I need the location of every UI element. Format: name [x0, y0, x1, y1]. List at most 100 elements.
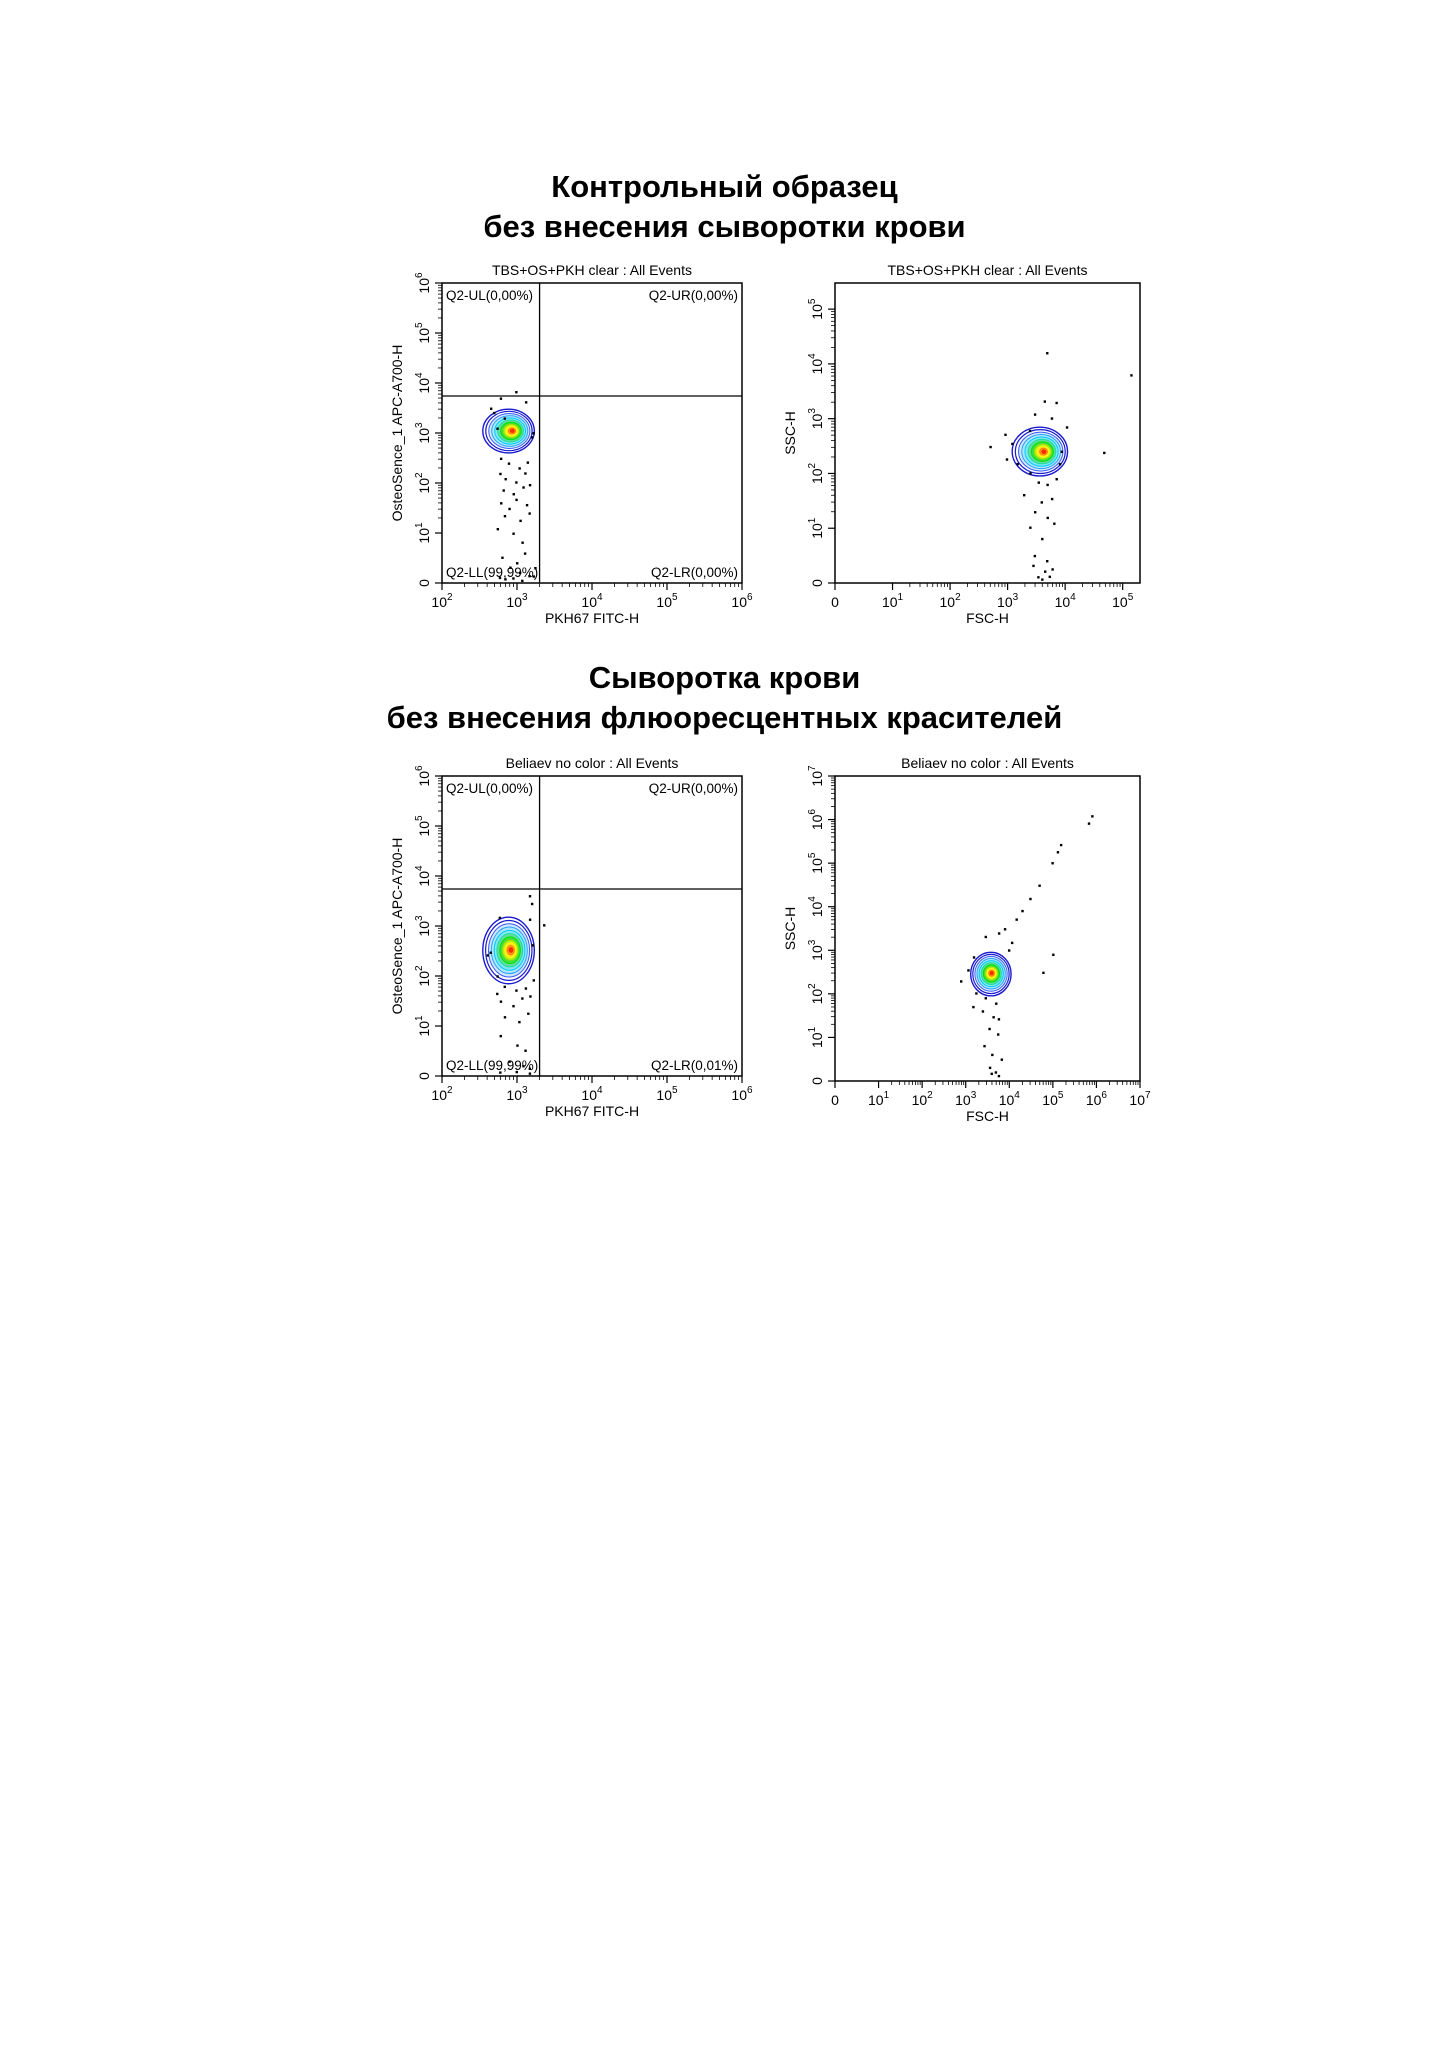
event-point — [990, 1072, 993, 1076]
event-point — [515, 481, 518, 484]
x-tick-exponent: 4 — [1014, 1090, 1020, 1101]
y-tick-label: 0 — [809, 1077, 825, 1085]
y-tick-label: 105 — [414, 322, 432, 344]
y-tick-label: 101 — [414, 1015, 432, 1037]
event-point — [1034, 511, 1037, 514]
x-axis-label: FSC-H — [966, 1108, 1009, 1124]
event-point — [989, 445, 992, 449]
y-tick-label: 104 — [414, 865, 432, 887]
event-point — [509, 566, 512, 569]
x-tick-exponent: 3 — [971, 1090, 977, 1101]
y-tick-exponent: 3 — [414, 915, 425, 921]
event-point — [515, 498, 518, 502]
event-point — [534, 567, 537, 570]
chart-title: TBS+OS+PKH clear : All Events — [888, 262, 1088, 278]
y-tick-label: 104 — [414, 372, 432, 394]
x-tick-label: 103 — [506, 592, 528, 610]
quadrant-label-top-right: Q2-UR(0,00%) — [649, 781, 738, 796]
density-contour — [485, 919, 533, 981]
x-tick-exponent: 5 — [672, 592, 678, 603]
event-point — [1033, 413, 1037, 416]
event-point — [1055, 401, 1058, 405]
y-tick-exponent: 1 — [807, 1026, 818, 1032]
quadrant-label-top-left: Q2-UL(0,00%) — [446, 288, 533, 303]
y-tick-exponent: 5 — [807, 852, 818, 858]
density-contour — [1041, 449, 1047, 454]
event-point — [503, 417, 507, 420]
x-tick-exponent: 2 — [447, 592, 453, 603]
y-tick-exponent: 4 — [414, 865, 425, 871]
density-contour — [969, 951, 1012, 997]
event-point — [997, 1033, 1000, 1036]
x-tick-exponent: 2 — [955, 592, 961, 603]
event-point — [1043, 400, 1047, 403]
y-tick-label: 0 — [416, 579, 432, 587]
event-point — [501, 556, 504, 559]
event-point — [512, 493, 515, 496]
x-tick-label: 104 — [581, 592, 603, 610]
x-axis-label: PKH67 FITC-H — [545, 610, 639, 626]
x-tick-label: 105 — [1112, 592, 1134, 610]
event-point — [1091, 815, 1094, 818]
event-point — [1037, 481, 1040, 484]
y-tick-exponent: 6 — [807, 809, 818, 815]
x-tick-label: 104 — [581, 1085, 603, 1103]
x-tick-exponent: 6 — [747, 1085, 753, 1096]
density-contour — [485, 410, 533, 452]
y-tick-exponent: 1 — [414, 1015, 425, 1021]
event-point — [1016, 462, 1019, 466]
event-point — [522, 486, 525, 489]
event-point — [528, 574, 531, 578]
event-point — [984, 997, 987, 1000]
event-point — [1041, 578, 1044, 581]
event-point — [1052, 953, 1055, 956]
event-point — [972, 956, 976, 959]
x-tick-exponent: 2 — [927, 1090, 933, 1101]
event-point — [521, 579, 524, 583]
chart-3: Beliaev no color : All Events 102 103 104 10… — [389, 755, 753, 1119]
y-tick-exponent: 3 — [414, 422, 425, 428]
x-tick-label: 105 — [656, 1085, 678, 1103]
event-point — [1003, 928, 1007, 931]
event-point — [516, 1044, 519, 1047]
y-tick-exponent: 2 — [414, 965, 425, 971]
density-contour — [482, 916, 535, 985]
event-point — [988, 1066, 992, 1070]
y-tick-exponent: 5 — [807, 298, 818, 304]
y-tick-exponent: 2 — [807, 983, 818, 989]
x-tick-exponent: 4 — [597, 1085, 603, 1096]
event-point — [512, 577, 515, 580]
x-tick-label: 103 — [955, 1090, 977, 1108]
event-point — [499, 397, 503, 400]
event-point — [521, 541, 524, 544]
event-point — [984, 935, 987, 939]
event-point — [528, 512, 531, 515]
event-point — [992, 1016, 995, 1019]
event-point — [524, 987, 528, 990]
chart-title: TBS+OS+PKH clear : All Events — [492, 262, 692, 278]
section-title-1-line-2: без внесения сыворотки крови — [483, 209, 966, 244]
x-tick-exponent: 1 — [898, 592, 904, 603]
y-tick-label: 102 — [414, 965, 432, 987]
chart-title: Beliaev no color : All Events — [506, 755, 679, 771]
y-tick-label: 101 — [807, 517, 825, 539]
plot-frame — [834, 775, 1141, 1082]
x-tick-label: 102 — [912, 1090, 934, 1108]
event-point — [532, 979, 535, 982]
event-point — [508, 507, 511, 511]
x-tick-label: 105 — [656, 592, 678, 610]
event-point — [997, 932, 1001, 935]
event-point — [527, 1012, 530, 1015]
event-point — [1053, 522, 1056, 525]
event-point — [512, 532, 515, 535]
quadrant-label-bottom-left: Q2-LL(99,99%) — [446, 565, 538, 580]
event-point — [528, 484, 532, 487]
density-contour — [1011, 426, 1069, 477]
y-tick-label: 103 — [414, 915, 432, 937]
event-point — [529, 995, 532, 998]
event-point — [988, 1027, 991, 1031]
event-point — [1051, 568, 1054, 571]
event-point — [1038, 884, 1041, 887]
event-point — [502, 489, 505, 492]
event-point — [1029, 897, 1032, 901]
